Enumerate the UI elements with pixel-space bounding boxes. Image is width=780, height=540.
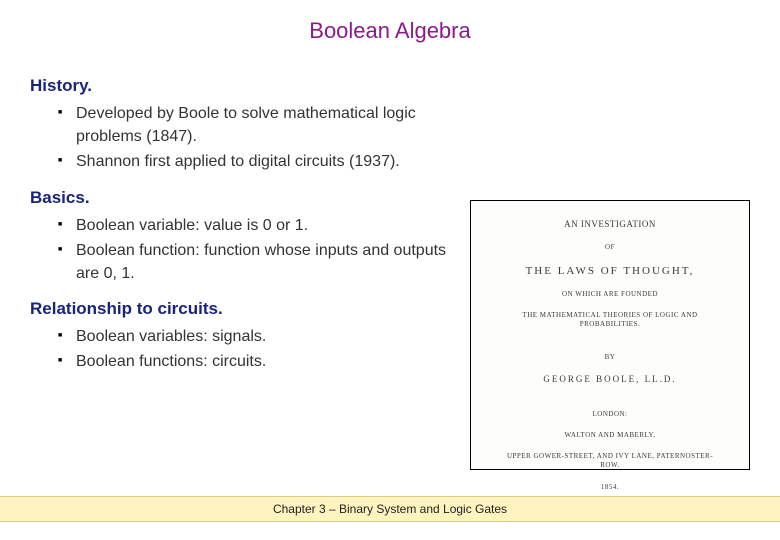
list-item: Developed by Boole to solve mathematical… xyxy=(58,102,450,148)
bullet-list-history: Developed by Boole to solve mathematical… xyxy=(30,102,450,174)
list-item: Boolean functions: circuits. xyxy=(58,350,450,373)
footer-text: Chapter 3 – Binary System and Logic Gate… xyxy=(273,502,507,516)
book-line: GEORGE BOOLE, LL.D. xyxy=(543,374,676,386)
bullet-list-basics: Boolean variable: value is 0 or 1. Boole… xyxy=(30,214,450,286)
left-column: History. Developed by Boole to solve mat… xyxy=(30,76,450,374)
book-line: LONDON: xyxy=(593,410,628,419)
section-heading-basics: Basics. xyxy=(30,188,450,208)
book-line: ON WHICH ARE FOUNDED xyxy=(562,290,658,299)
section-heading-relationship: Relationship to circuits. xyxy=(30,299,450,319)
list-item: Boolean function: function whose inputs … xyxy=(58,239,450,285)
bullet-list-relationship: Boolean variables: signals. Boolean func… xyxy=(30,325,450,373)
book-line: OF xyxy=(605,243,615,252)
section-heading-history: History. xyxy=(30,76,450,96)
book-line: THE MATHEMATICAL THEORIES OF LOGIC AND P… xyxy=(510,311,710,329)
book-cover-image: AN INVESTIGATION OF THE LAWS OF THOUGHT,… xyxy=(470,200,750,470)
book-line: BY xyxy=(605,353,616,362)
book-line: THE LAWS OF THOUGHT, xyxy=(526,264,695,278)
book-line: 1854. xyxy=(601,483,619,492)
list-item: Boolean variables: signals. xyxy=(58,325,450,348)
list-item: Boolean variable: value is 0 or 1. xyxy=(58,214,450,237)
book-line: AN INVESTIGATION xyxy=(564,219,656,231)
footer-bar: Chapter 3 – Binary System and Logic Gate… xyxy=(0,496,780,522)
book-line: UPPER GOWER-STREET, AND IVY LANE, PATERN… xyxy=(500,452,720,470)
book-line: WALTON AND MABERLY, xyxy=(565,431,656,440)
list-item: Shannon first applied to digital circuit… xyxy=(58,150,450,173)
slide-title: Boolean Algebra xyxy=(0,0,780,52)
